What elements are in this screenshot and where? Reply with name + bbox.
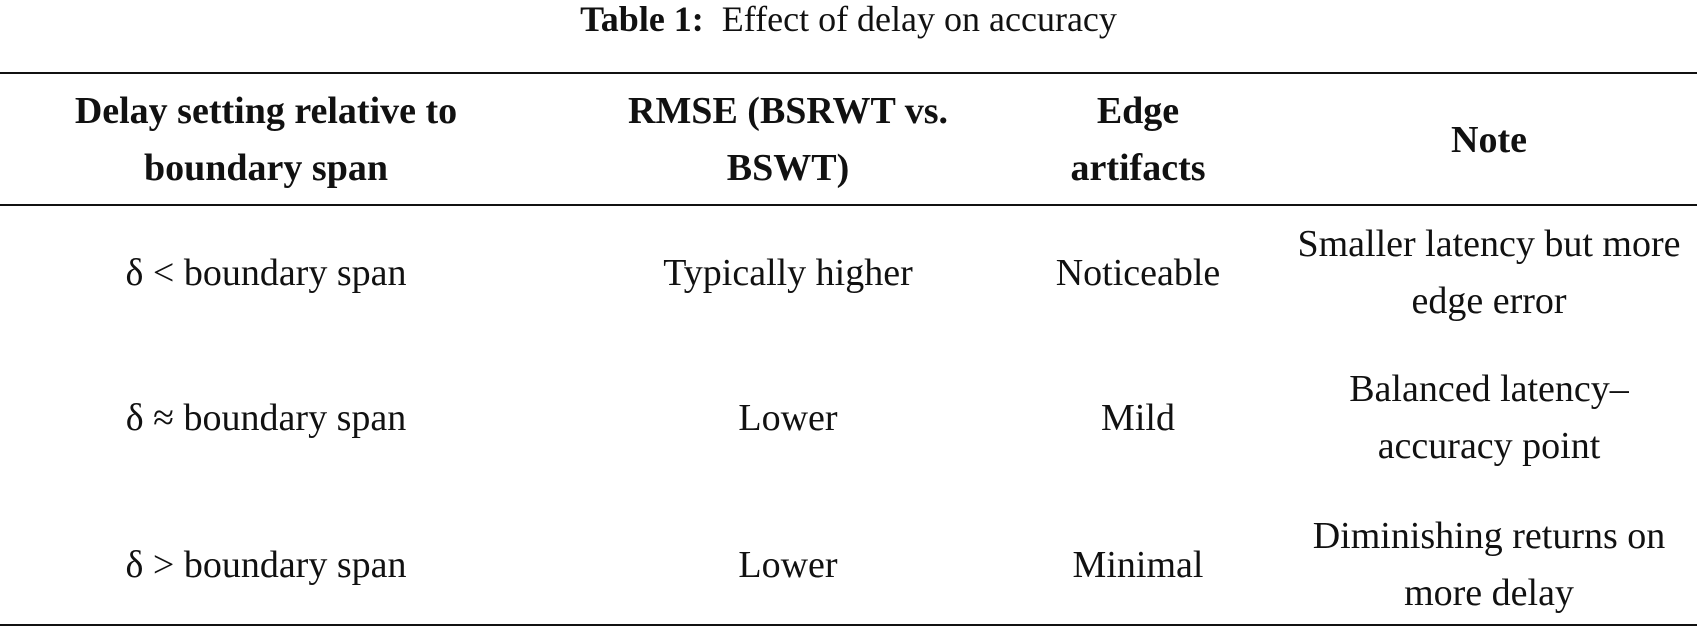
table-cell: δ < boundary span [125, 251, 407, 294]
table-cell: Diminishing returns on more delay [1312, 515, 1666, 614]
table-cell: δ ≈ boundary span [125, 396, 407, 439]
header-cell: Note [1451, 118, 1527, 161]
table-cell: Smaller latency but more edge error [1297, 223, 1681, 322]
caption: Table 1: Effect of delay on accuracy [0, 0, 1697, 38]
table-cell: Lower [738, 543, 838, 586]
table-cell: δ > boundary span [125, 543, 407, 586]
caption-text: Effect of delay on accuracy [721, 0, 1117, 39]
table-cell: Balanced latency–accuracy point [1349, 368, 1629, 467]
table-cell: Typically higher [663, 251, 913, 294]
header-rule [0, 204, 1697, 206]
caption-label: Table 1: [580, 0, 704, 39]
table-cell: Noticeable [1055, 251, 1221, 294]
bottom-rule [0, 624, 1697, 626]
table-cell: Lower [738, 396, 838, 439]
top-rule [0, 72, 1697, 74]
header-cell: Edge artifacts [1070, 90, 1206, 189]
header-cell: Delay setting relative to boundary span [74, 90, 458, 189]
header-cell: RMSE (BSRWT vs. BSWT) [628, 90, 948, 189]
table-cell: Mild [1101, 396, 1175, 439]
table-cell: Minimal [1072, 543, 1204, 586]
